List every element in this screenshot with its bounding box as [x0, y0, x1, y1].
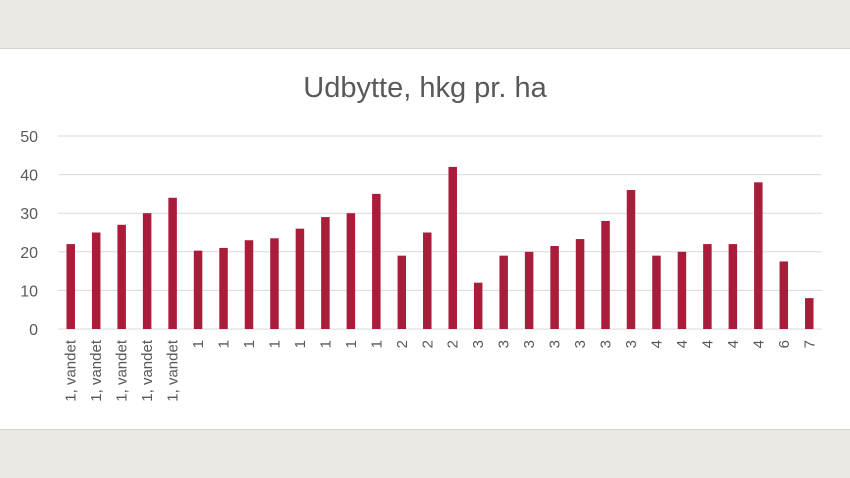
x-tick-label: 2 — [445, 340, 462, 348]
bar — [270, 238, 279, 329]
bar — [448, 166, 457, 329]
x-tick-label: 3 — [496, 340, 513, 348]
x-tick-label: 3 — [572, 340, 589, 348]
bar — [219, 247, 228, 329]
x-tick-label: 3 — [623, 340, 640, 348]
x-tick-label: 3 — [547, 340, 564, 348]
x-tick-label: 1 — [343, 340, 360, 348]
bar — [117, 224, 126, 329]
bar — [805, 298, 814, 329]
bar — [142, 213, 152, 329]
x-tick-label: 1, vandet — [139, 339, 156, 402]
bar — [168, 197, 177, 329]
x-tick-label: 1, vandet — [88, 339, 105, 402]
x-tick-label: 1, vandet — [165, 339, 182, 402]
y-tick-label: 40 — [20, 168, 38, 185]
bar — [550, 246, 559, 329]
y-tick-label: 0 — [29, 322, 38, 339]
x-tick-label: 4 — [648, 340, 665, 348]
bar — [499, 255, 508, 329]
x-tick-label: 1 — [241, 340, 258, 348]
bar — [779, 261, 789, 329]
bar — [754, 182, 763, 329]
bar — [575, 239, 585, 329]
gridlines — [58, 135, 822, 330]
bar — [193, 250, 203, 329]
x-tick-label: 2 — [394, 340, 411, 348]
x-tick-label: 1 — [368, 340, 385, 348]
bar — [728, 244, 738, 329]
bar — [423, 232, 432, 329]
y-tick-label: 20 — [20, 245, 38, 262]
x-tick-label: 4 — [725, 340, 742, 348]
x-tick-label: 2 — [419, 340, 436, 348]
y-tick-label: 10 — [20, 283, 38, 300]
bar — [524, 251, 534, 329]
x-tick-label: 7 — [801, 340, 818, 348]
bar — [677, 251, 687, 329]
x-tick-label: 1 — [216, 340, 233, 348]
x-axis-ticks: 1, vandet 1, vandet 1, vandet 1, vandet 1, v… — [63, 339, 819, 402]
x-tick-label: 4 — [750, 340, 767, 348]
x-tick-label: 1, vandet — [114, 339, 131, 402]
x-tick-label: 3 — [598, 340, 615, 348]
y-tick-label: 50 — [20, 129, 38, 146]
x-tick-label: 3 — [521, 340, 538, 348]
bar — [91, 232, 101, 329]
bar — [346, 213, 356, 329]
bar — [626, 190, 636, 329]
bar — [703, 244, 712, 329]
bar — [321, 217, 330, 329]
x-tick-label: 4 — [674, 340, 691, 348]
x-tick-label: 1 — [292, 340, 309, 348]
bar — [66, 244, 75, 329]
x-tick-label: 4 — [699, 340, 716, 348]
bar — [473, 282, 483, 329]
x-tick-label: 1 — [190, 340, 207, 348]
x-tick-label: 1 — [317, 340, 334, 348]
y-axis-ticks: 0 10 20 30 40 50 — [20, 129, 38, 339]
bar — [372, 193, 381, 329]
x-tick-label: 1 — [266, 340, 283, 348]
bars — [66, 166, 814, 329]
x-tick-label: 6 — [776, 340, 793, 348]
chart-title: Udbytte, hkg pr. ha — [303, 72, 547, 104]
bar — [652, 255, 661, 329]
bar — [397, 255, 407, 329]
bar — [244, 240, 254, 329]
y-tick-label: 30 — [20, 206, 38, 223]
bar — [601, 220, 610, 329]
x-tick-label: 3 — [470, 340, 487, 348]
x-tick-label: 1, vandet — [63, 339, 80, 402]
bar — [295, 228, 305, 329]
